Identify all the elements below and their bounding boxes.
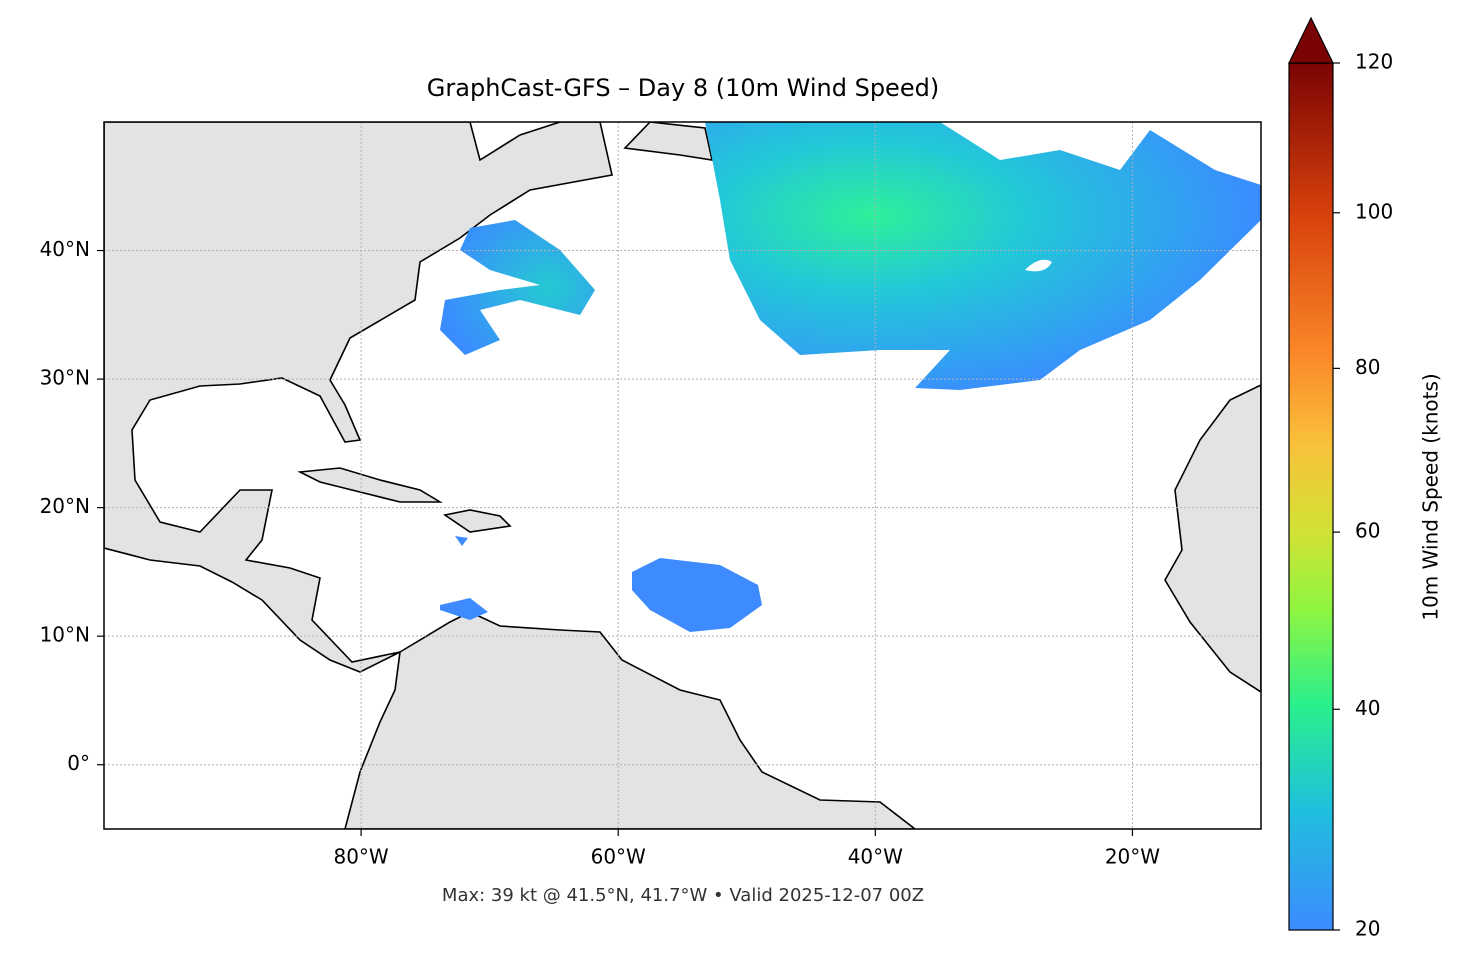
y-tick-label: 30°N	[40, 366, 90, 390]
wind-field-south	[632, 558, 762, 632]
x-tick-label: 40°W	[848, 845, 903, 869]
plot-frame	[103, 121, 1262, 830]
x-tick-label: 60°W	[591, 845, 646, 869]
grid	[104, 122, 1261, 829]
colorbar	[1288, 62, 1334, 931]
x-tick-label: 20°W	[1105, 845, 1160, 869]
hispaniola	[442, 509, 512, 533]
y-tick-label: 10°N	[40, 623, 90, 647]
colorbar-tick-label: 60	[1355, 519, 1380, 543]
wind-field-north	[705, 122, 1261, 390]
colorbar-tick-label: 80	[1355, 355, 1380, 379]
wind-field-west	[440, 220, 595, 355]
colorbar-tick-label: 100	[1355, 199, 1393, 223]
africa	[1164, 384, 1261, 693]
colorbar-label: 10m Wind Speed (knots)	[1419, 373, 1443, 620]
footnote: Max: 39 kt @ 41.5°N, 41.7°W • Valid 2025…	[442, 885, 924, 906]
north-america	[104, 122, 613, 673]
newfoundland	[623, 122, 714, 161]
y-tick-label: 0°	[67, 751, 90, 775]
colorbar-tick-label: 20	[1355, 917, 1380, 941]
y-tick-label: 20°N	[40, 494, 90, 518]
colorbar-tick-label: 40	[1355, 696, 1380, 720]
colorbar-tick-label: 120	[1355, 50, 1393, 74]
y-tick-label: 40°N	[40, 237, 90, 261]
x-tick-label: 80°W	[333, 845, 388, 869]
cuba	[297, 467, 443, 503]
wind-field-caribbean	[440, 536, 488, 620]
map	[104, 122, 1261, 829]
south-america	[344, 611, 917, 829]
colorbar-extend	[1288, 16, 1334, 64]
chart-title: GraphCast-GFS – Day 8 (10m Wind Speed)	[427, 74, 939, 102]
